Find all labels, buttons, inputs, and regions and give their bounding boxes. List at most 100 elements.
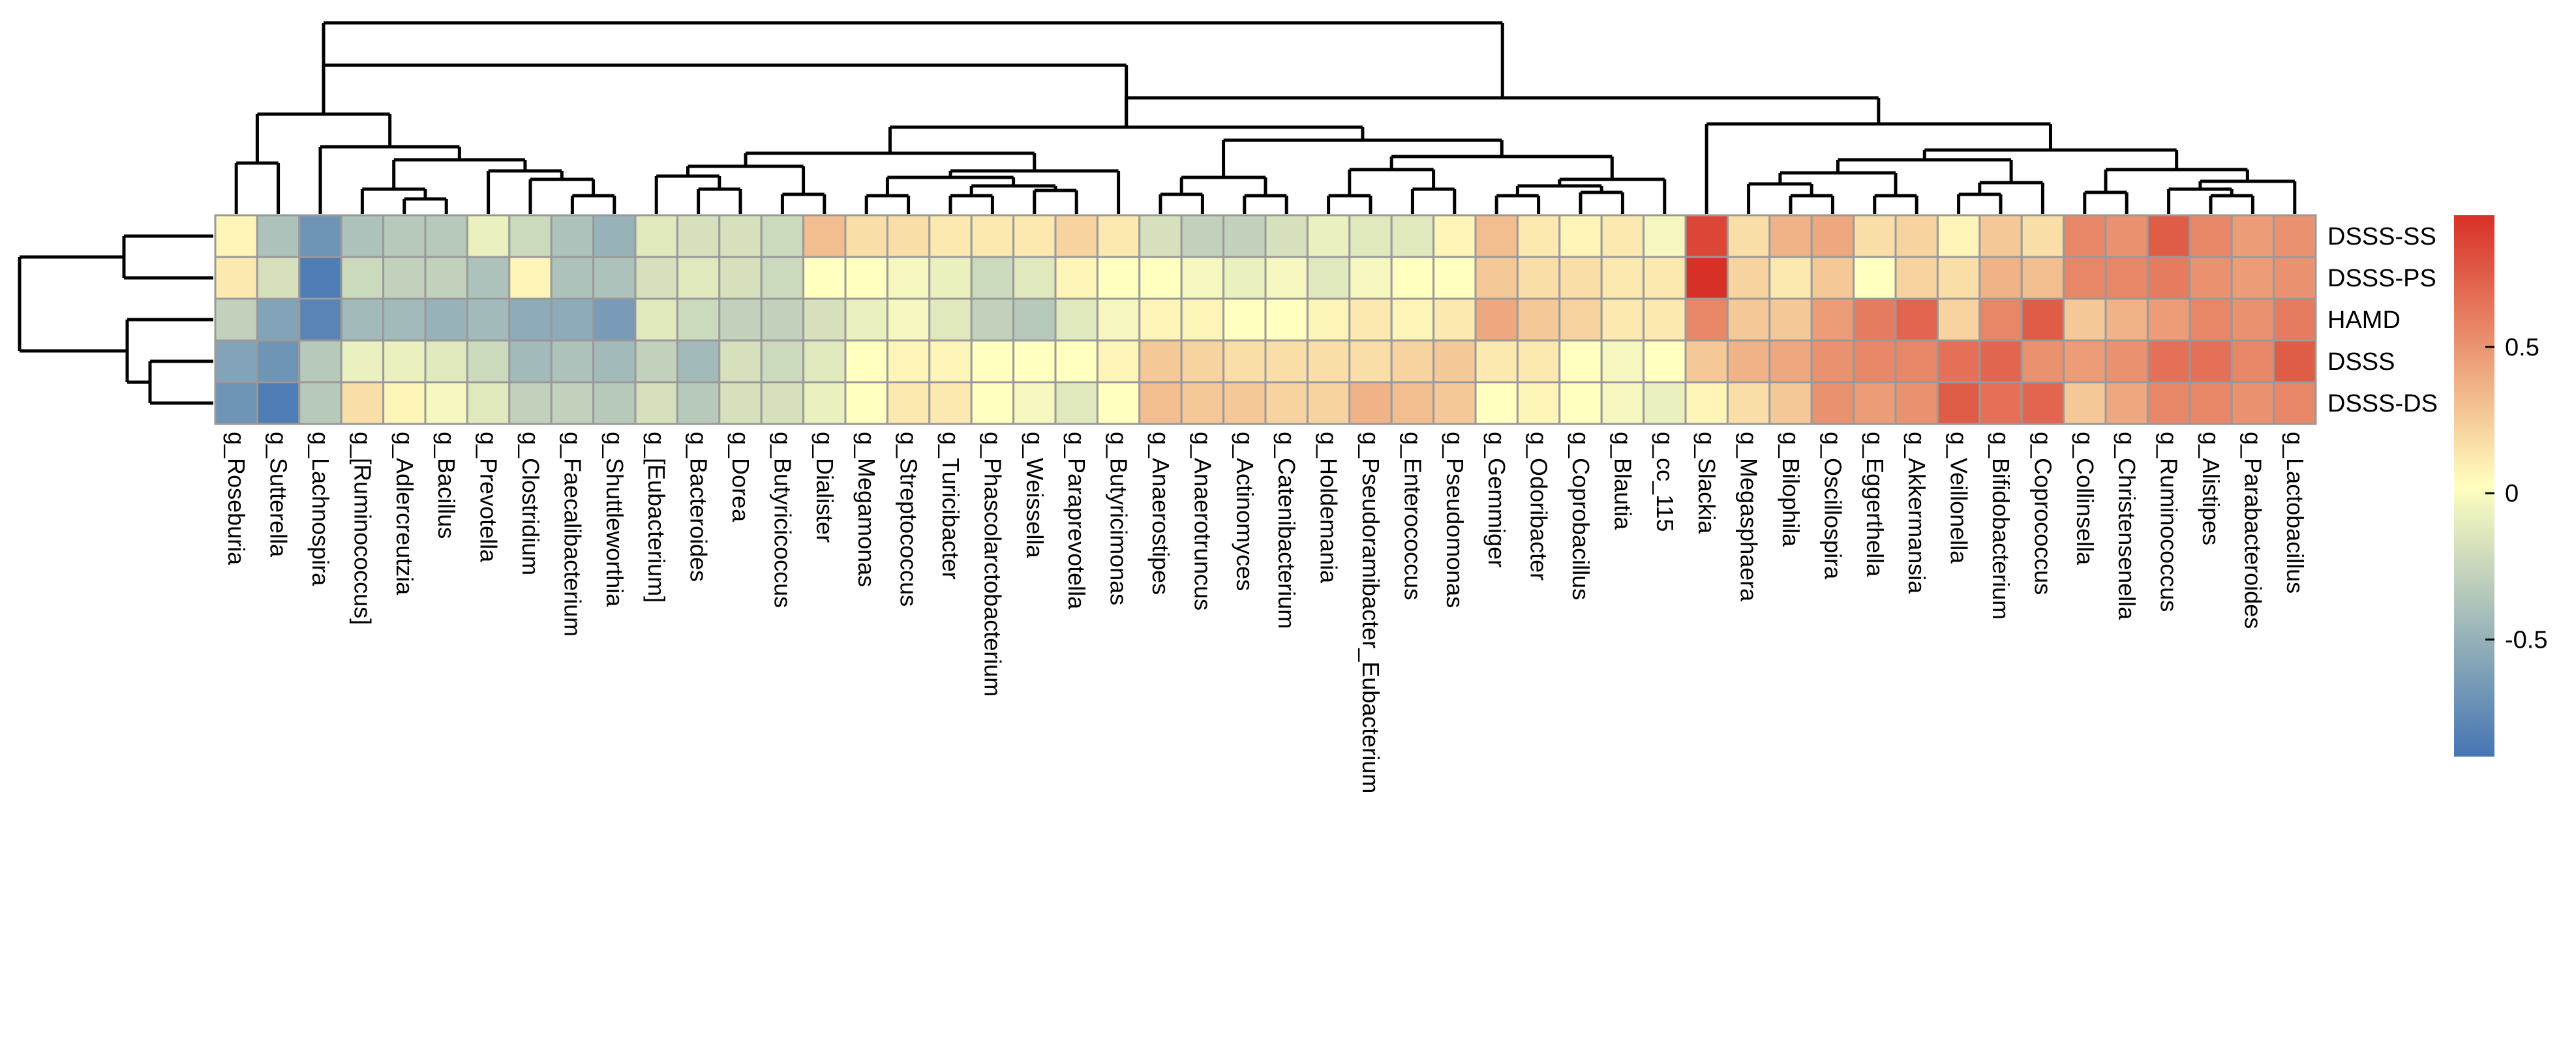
column-label: g_Coprococcus: [2029, 432, 2056, 595]
row-label: DSSS-DS: [2327, 390, 2438, 417]
heatmap-cell: [1936, 214, 1981, 258]
heatmap-cell: [298, 381, 342, 425]
column-label: g_Akkermansia: [1903, 432, 1930, 594]
heatmap-cell: [1558, 297, 1603, 342]
heatmap-cell: [1643, 256, 1687, 300]
row-label: DSSS-SS: [2327, 223, 2436, 250]
row-label: HAMD: [2327, 307, 2401, 334]
heatmap-cell: [2230, 339, 2275, 384]
heatmap-cell: [718, 381, 763, 425]
heatmap-cell: [634, 381, 678, 425]
column-label: g_Bifidobacterium: [1988, 432, 2014, 620]
row-label: DSSS-PS: [2327, 265, 2436, 292]
heatmap-cell: [1138, 256, 1183, 300]
heatmap-cell: [382, 339, 427, 384]
heatmap-cell: [1054, 339, 1099, 384]
heatmap-cell: [550, 339, 595, 384]
heatmap-cell: [382, 256, 427, 300]
column-label: g_Phascolarctobacterium: [979, 432, 1006, 697]
column-label: g_Oscillospira: [1819, 432, 1846, 580]
column-label: g_Bacillus: [433, 432, 460, 539]
column-label: g_Blautia: [1609, 432, 1636, 530]
heatmap-cell: [466, 256, 511, 300]
heatmap-cell: [1558, 256, 1603, 300]
column-label: g_Holdemania: [1316, 432, 1342, 584]
heatmap-cell: [1180, 339, 1225, 384]
heatmap-cell: [1264, 297, 1309, 342]
column-label: g_Anaerotruncus: [1189, 432, 1216, 610]
heatmap-cell: [2104, 214, 2149, 258]
heatmap-cell: [1810, 381, 1855, 425]
heatmap-cell: [1054, 214, 1099, 258]
heatmap-cell: [1096, 256, 1141, 300]
heatmap-cell: [2273, 256, 2317, 300]
column-labels: g_Roseburia g_Sutterella g_Lachnospira g_[R…: [223, 432, 2309, 793]
column-label: g_Megamonas: [853, 432, 880, 587]
column-label: g_Dialister: [811, 432, 838, 543]
heatmap-cell: [1643, 214, 1687, 258]
heatmap-cell: [970, 339, 1015, 384]
heatmap-cell: [1978, 297, 2023, 342]
heatmap-cell: [1096, 214, 1141, 258]
heatmap-cell: [1054, 256, 1099, 300]
column-label: g_Butyricicoccus: [769, 432, 796, 608]
column-label: g_Catenibacterium: [1273, 432, 1300, 629]
heatmap-cell: [466, 297, 511, 342]
heatmap-cell: [1222, 381, 1267, 425]
heatmap-cell: [1894, 381, 1939, 425]
heatmap-cell: [214, 256, 258, 300]
heatmap-cell: [298, 297, 342, 342]
heatmap-cell: [760, 339, 805, 384]
heatmap-cells: [214, 214, 2317, 425]
heatmap-cell: [2273, 339, 2317, 384]
heatmap-cell: [802, 381, 847, 425]
heatmap-cell: [970, 256, 1015, 300]
heatmap-cell: [1684, 256, 1729, 300]
heatmap-cell: [1726, 256, 1771, 300]
heatmap-cell: [1138, 214, 1183, 258]
heatmap-cell: [1012, 381, 1057, 425]
column-label: g_Megasphaera: [1736, 432, 1763, 602]
heatmap-cell: [1012, 297, 1057, 342]
heatmap-cell: [2020, 214, 2065, 258]
heatmap-cell: [676, 214, 721, 258]
heatmap-cell: [1853, 256, 1897, 300]
column-label: g_Enterococcus: [1399, 432, 1426, 600]
heatmap-cell: [676, 256, 721, 300]
heatmap-cell: [1768, 214, 1813, 258]
heatmap-cell: [550, 214, 595, 258]
heatmap-cell: [1600, 381, 1645, 425]
heatmap-cell: [886, 339, 931, 384]
heatmap-cell: [424, 339, 468, 384]
heatmap-cell: [256, 214, 301, 258]
heatmap-cell: [1390, 381, 1435, 425]
heatmap-cell: [718, 256, 763, 300]
column-label: g_Clostridium: [517, 432, 544, 575]
heatmap-cell: [1853, 214, 1897, 258]
heatmap-cell: [676, 339, 721, 384]
heatmap-cell: [1768, 339, 1813, 384]
heatmap-cell: [1180, 297, 1225, 342]
heatmap-cell: [1726, 339, 1771, 384]
heatmap-cell: [382, 214, 427, 258]
heatmap-cell: [1474, 297, 1519, 342]
heatmap-cell: [886, 256, 931, 300]
heatmap-cell: [844, 297, 888, 342]
heatmap-cell: [1684, 339, 1729, 384]
heatmap-cell: [550, 297, 595, 342]
heatmap-cell: [2020, 381, 2065, 425]
heatmap-cell: [1516, 339, 1561, 384]
heatmap-cell: [1643, 297, 1687, 342]
heatmap-cell: [970, 381, 1015, 425]
heatmap-cell: [844, 339, 888, 384]
heatmap-cell: [1978, 214, 2023, 258]
heatmap-cell: [1264, 256, 1309, 300]
heatmap-cell: [424, 297, 468, 342]
heatmap-cell: [1516, 381, 1561, 425]
column-label: g_Paraprevotella: [1063, 432, 1090, 610]
heatmap-cell: [2146, 256, 2191, 300]
heatmap-cell: [1138, 297, 1183, 342]
heatmap-cell: [2230, 297, 2275, 342]
